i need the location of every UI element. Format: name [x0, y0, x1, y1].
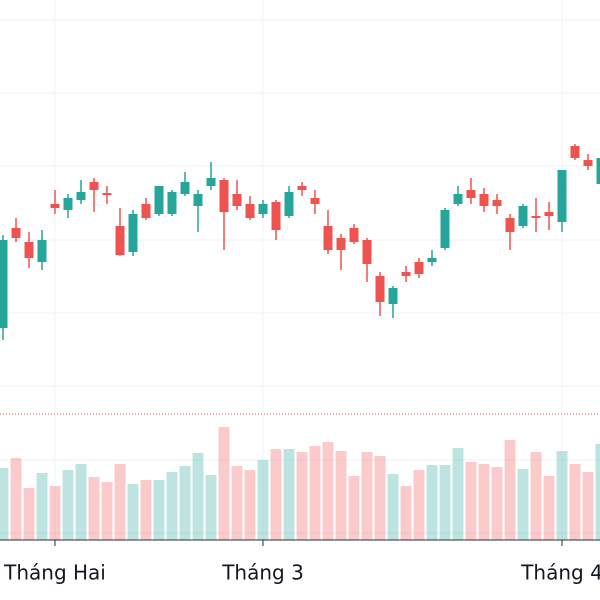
candle-body	[414, 262, 424, 274]
candle-body	[401, 272, 411, 276]
candle-body	[232, 194, 242, 206]
candle-body	[440, 210, 450, 248]
volume-bar	[205, 475, 217, 540]
candle-body	[245, 204, 255, 218]
volume-bar	[439, 465, 451, 540]
volume-bar	[75, 464, 87, 540]
volume-bar	[270, 449, 282, 540]
volume-bar	[244, 470, 256, 540]
candle-body	[323, 226, 333, 250]
candle-body	[388, 288, 398, 304]
candle-body	[570, 146, 580, 158]
volume-bar	[491, 467, 503, 540]
x-tick-label: Tháng Hai	[3, 561, 106, 585]
volume-bar	[127, 484, 139, 540]
volume-bar	[582, 472, 594, 540]
volume-bar	[179, 466, 191, 540]
candle-body	[505, 218, 515, 232]
volume-bar	[387, 474, 399, 540]
candle-body	[219, 180, 229, 212]
volume-bar	[49, 486, 61, 540]
volume-bar	[166, 472, 178, 540]
candle-body	[492, 200, 502, 206]
candle-body	[362, 240, 372, 264]
volume-bar	[10, 458, 22, 540]
volume-bar	[283, 449, 295, 540]
candle-body	[63, 198, 73, 210]
volume-bar	[114, 464, 126, 540]
volume-bar	[504, 440, 516, 540]
volume-bar	[569, 464, 581, 540]
volume-bar	[62, 470, 74, 540]
candle-body	[310, 198, 320, 204]
candle-body	[24, 242, 34, 258]
candle-body	[336, 238, 346, 250]
volume-bar	[556, 451, 568, 540]
volume-bar	[23, 488, 35, 540]
candle-body	[141, 204, 151, 218]
volume-bar	[478, 464, 490, 540]
candle-body	[258, 204, 268, 214]
candle-body	[37, 240, 47, 262]
volume-bar	[517, 469, 529, 540]
candle-body	[284, 192, 294, 216]
candle-body	[128, 214, 138, 252]
candle-body	[76, 192, 86, 200]
x-tick-label: Tháng 4	[520, 561, 600, 585]
volume-bar	[218, 427, 230, 540]
volume-bar	[413, 470, 425, 540]
candle-body	[375, 276, 385, 302]
volume-bar	[530, 452, 542, 540]
volume-bar	[192, 453, 204, 540]
candle-body	[206, 178, 216, 186]
candle-body	[557, 170, 567, 222]
candle-body	[115, 226, 125, 255]
candle-body	[102, 193, 112, 195]
volume-bar	[309, 446, 321, 540]
candle-body	[518, 206, 528, 226]
candle-body	[453, 194, 463, 204]
candle-body	[349, 228, 359, 242]
volume-bar	[101, 482, 113, 540]
volume-bar	[452, 448, 464, 540]
candle-body	[11, 228, 21, 238]
x-tick-label: Tháng 3	[221, 561, 304, 585]
volume-bar	[595, 444, 600, 540]
volume-bar	[374, 456, 386, 540]
volume-bar	[140, 480, 152, 540]
volume-bar	[400, 486, 412, 540]
volume-bar	[231, 466, 243, 540]
volume-bar	[543, 476, 555, 540]
candle-body	[544, 212, 554, 216]
volume-bar	[426, 465, 438, 540]
candle-body	[89, 182, 99, 190]
volume-bar	[335, 451, 347, 540]
volume-bar	[36, 473, 48, 540]
candle-body	[50, 204, 60, 208]
volume-bar	[296, 452, 308, 540]
candle-body	[0, 240, 8, 328]
candle-body	[271, 202, 281, 230]
volume-bar	[322, 442, 334, 540]
candle-body	[180, 182, 190, 194]
candle-body	[466, 190, 476, 198]
volume-bar	[153, 480, 165, 540]
candle-body	[531, 216, 541, 218]
volume-bar	[0, 468, 9, 540]
candle-body	[596, 158, 600, 184]
volume-bar	[348, 476, 360, 540]
candle-body	[193, 194, 203, 206]
candle-body	[154, 186, 164, 214]
volume-bar	[361, 452, 373, 540]
volume-bar	[257, 460, 269, 540]
candle-body	[583, 160, 593, 166]
candle-body	[479, 194, 489, 206]
volume-bar	[465, 462, 477, 540]
candle-body	[297, 186, 307, 190]
candle-body	[167, 192, 177, 214]
candle-body	[427, 258, 437, 262]
volume-bar	[88, 477, 100, 540]
